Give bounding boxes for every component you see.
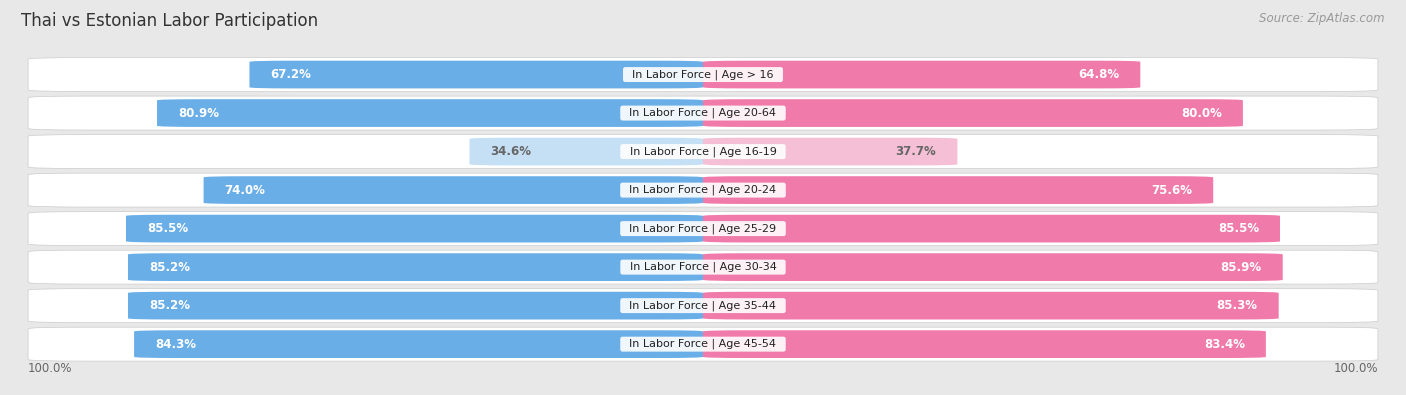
FancyBboxPatch shape <box>703 253 1282 281</box>
FancyBboxPatch shape <box>703 99 1243 127</box>
FancyBboxPatch shape <box>28 327 1378 361</box>
Text: In Labor Force | Age 20-64: In Labor Force | Age 20-64 <box>623 108 783 118</box>
Text: 85.5%: 85.5% <box>148 222 188 235</box>
FancyBboxPatch shape <box>470 138 703 166</box>
FancyBboxPatch shape <box>703 61 1140 88</box>
Text: 34.6%: 34.6% <box>491 145 531 158</box>
Text: 100.0%: 100.0% <box>28 362 73 375</box>
Text: 80.0%: 80.0% <box>1181 107 1222 120</box>
FancyBboxPatch shape <box>249 61 703 88</box>
Text: 85.9%: 85.9% <box>1220 261 1261 274</box>
Text: In Labor Force | Age 20-24: In Labor Force | Age 20-24 <box>623 185 783 196</box>
Text: In Labor Force | Age 25-29: In Labor Force | Age 25-29 <box>623 223 783 234</box>
Text: 75.6%: 75.6% <box>1152 184 1192 197</box>
Text: 80.9%: 80.9% <box>179 107 219 120</box>
Text: In Labor Force | Age > 16: In Labor Force | Age > 16 <box>626 69 780 80</box>
Text: 83.4%: 83.4% <box>1204 338 1244 351</box>
Text: In Labor Force | Age 30-34: In Labor Force | Age 30-34 <box>623 262 783 273</box>
Text: In Labor Force | Age 16-19: In Labor Force | Age 16-19 <box>623 146 783 157</box>
FancyBboxPatch shape <box>703 330 1265 358</box>
FancyBboxPatch shape <box>703 176 1213 204</box>
FancyBboxPatch shape <box>127 215 703 243</box>
Text: 37.7%: 37.7% <box>896 145 936 158</box>
Text: 85.5%: 85.5% <box>1218 222 1258 235</box>
Text: 85.2%: 85.2% <box>149 261 190 274</box>
FancyBboxPatch shape <box>703 292 1278 320</box>
Text: 84.3%: 84.3% <box>155 338 197 351</box>
FancyBboxPatch shape <box>703 138 957 166</box>
FancyBboxPatch shape <box>28 135 1378 169</box>
FancyBboxPatch shape <box>28 96 1378 130</box>
FancyBboxPatch shape <box>28 173 1378 207</box>
Text: 85.3%: 85.3% <box>1216 299 1257 312</box>
FancyBboxPatch shape <box>28 212 1378 246</box>
FancyBboxPatch shape <box>28 250 1378 284</box>
Text: 64.8%: 64.8% <box>1078 68 1119 81</box>
Text: 67.2%: 67.2% <box>270 68 312 81</box>
FancyBboxPatch shape <box>157 99 703 127</box>
Text: 85.2%: 85.2% <box>149 299 190 312</box>
FancyBboxPatch shape <box>703 215 1279 243</box>
Text: Source: ZipAtlas.com: Source: ZipAtlas.com <box>1260 12 1385 25</box>
FancyBboxPatch shape <box>28 58 1378 92</box>
FancyBboxPatch shape <box>128 253 703 281</box>
Text: In Labor Force | Age 45-54: In Labor Force | Age 45-54 <box>623 339 783 350</box>
FancyBboxPatch shape <box>134 330 703 358</box>
FancyBboxPatch shape <box>128 292 703 320</box>
Text: 74.0%: 74.0% <box>225 184 266 197</box>
Text: In Labor Force | Age 35-44: In Labor Force | Age 35-44 <box>623 300 783 311</box>
Text: 100.0%: 100.0% <box>1333 362 1378 375</box>
FancyBboxPatch shape <box>28 289 1378 323</box>
Text: Thai vs Estonian Labor Participation: Thai vs Estonian Labor Participation <box>21 12 318 30</box>
FancyBboxPatch shape <box>204 176 703 204</box>
